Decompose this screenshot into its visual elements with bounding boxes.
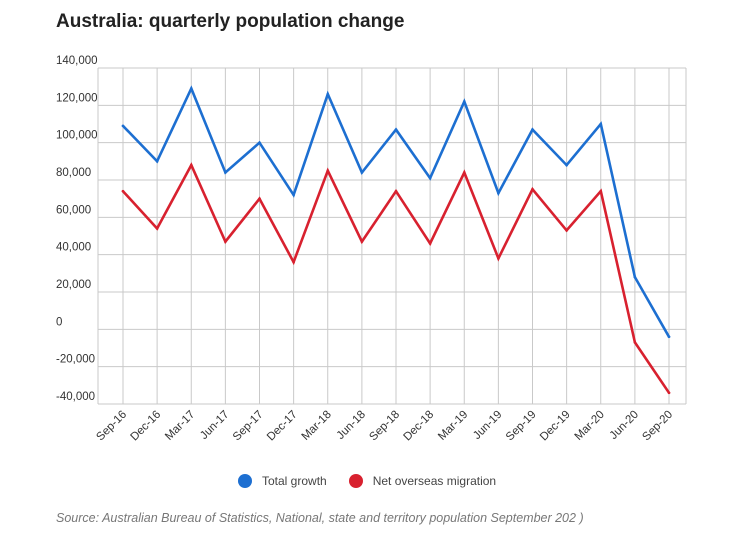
data-point-total-growth	[428, 176, 432, 180]
x-tick-label: Jun-17	[198, 409, 231, 442]
data-point-net-overseas-migration	[633, 341, 637, 344]
x-tick-label: Jun-18	[335, 409, 368, 442]
data-point-total-growth	[121, 124, 125, 128]
data-point-total-growth	[155, 160, 159, 163]
x-tick-label: Mar-19	[436, 409, 470, 443]
y-tick-label: 140,000	[56, 55, 98, 67]
x-tick-label: Dec-16	[129, 409, 164, 444]
data-point-net-overseas-migration	[189, 163, 193, 167]
x-tick-label: Sep-20	[640, 409, 675, 444]
data-point-net-overseas-migration	[667, 391, 671, 395]
y-tick-label: 100,000	[56, 130, 98, 142]
data-point-total-growth	[224, 171, 227, 174]
legend-swatch-net-overseas-migration	[348, 474, 363, 488]
x-tick-label: Sep-16	[94, 409, 129, 444]
data-point-net-overseas-migration	[531, 188, 534, 191]
data-point-total-growth	[667, 335, 671, 339]
y-tick-label: -20,000	[56, 354, 95, 366]
legend: Total growth Net overseas migration	[238, 474, 518, 488]
x-tick-label: Mar-20	[573, 409, 607, 443]
data-point-net-overseas-migration	[497, 257, 500, 260]
y-tick-label: 60,000	[56, 204, 91, 216]
data-point-net-overseas-migration	[155, 227, 159, 230]
data-point-total-growth	[565, 163, 568, 167]
x-tick-label: Dec-18	[402, 409, 437, 444]
y-tick-label: 120,000	[56, 92, 98, 104]
data-point-net-overseas-migration	[394, 189, 398, 193]
x-tick-label: Sep-19	[504, 409, 539, 444]
y-tick-label: -40,000	[56, 391, 95, 403]
data-point-total-growth	[326, 92, 330, 96]
x-tick-label: Mar-17	[163, 409, 197, 443]
data-point-total-growth	[462, 100, 466, 103]
data-point-net-overseas-migration	[224, 240, 227, 243]
data-point-total-growth	[189, 87, 193, 90]
x-tick-label: Sep-17	[231, 409, 266, 444]
x-tick-label: Dec-17	[265, 409, 300, 444]
legend-label-net-overseas-migration: Net overseas migration	[372, 474, 497, 488]
legend-swatch-total-growth	[238, 474, 252, 488]
data-point-total-growth	[633, 275, 637, 279]
chart-title: Australia: quarterly population change	[56, 11, 405, 32]
y-tick-label: 80,000	[56, 167, 91, 179]
data-point-net-overseas-migration	[326, 169, 330, 172]
x-tick-label: Dec-19	[538, 409, 573, 444]
legend-item-net-overseas-migration[interactable]: Net overseas migration	[348, 474, 497, 488]
x-tick-label: Jun-20	[608, 409, 641, 442]
x-tick-label: Jun-19	[471, 409, 504, 442]
x-tick-label: Sep-18	[367, 409, 402, 444]
data-point-total-growth	[360, 171, 364, 174]
data-point-total-growth	[497, 191, 500, 195]
data-point-net-overseas-migration	[121, 189, 125, 193]
data-point-total-growth	[394, 128, 398, 131]
x-tick-label: Mar-18	[300, 409, 334, 443]
y-tick-label: 40,000	[56, 242, 91, 254]
data-point-net-overseas-migration	[565, 229, 568, 232]
data-point-net-overseas-migration	[258, 197, 261, 200]
data-point-net-overseas-migration	[360, 240, 364, 243]
data-point-total-growth	[531, 128, 534, 131]
y-tick-label: 20,000	[56, 279, 91, 291]
data-point-total-growth	[599, 122, 603, 126]
data-point-net-overseas-migration	[462, 171, 466, 174]
data-point-total-growth	[292, 193, 295, 197]
data-point-net-overseas-migration	[292, 260, 295, 264]
legend-label-total-growth: Total growth	[262, 474, 327, 488]
source-note: Source: Australian Bureau of Statistics,…	[56, 511, 584, 525]
data-point-net-overseas-migration	[428, 242, 432, 245]
data-point-total-growth	[258, 141, 261, 144]
y-tick-label: 0	[56, 316, 62, 328]
data-point-net-overseas-migration	[599, 189, 603, 193]
legend-item-total-growth[interactable]: Total growth	[238, 474, 327, 488]
